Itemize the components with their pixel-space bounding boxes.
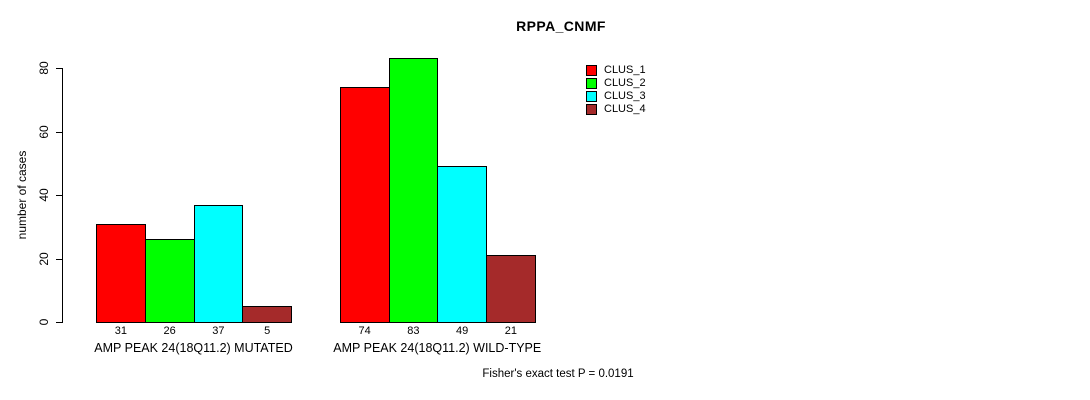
x-axis-group-label: AMP PEAK 24(18Q11.2) WILD-TYPE [333, 341, 542, 355]
bar-clus_3-group2 [437, 166, 487, 323]
bar-value-label: 21 [504, 325, 517, 337]
y-axis-tick-label: 40 [37, 188, 51, 202]
chart-title: RPPA_CNMF [516, 18, 606, 34]
bar-value-label: 83 [407, 325, 420, 337]
bar-clus_1-group2 [339, 87, 390, 323]
bar-value-label: 49 [456, 325, 469, 337]
y-axis-tick-label: 60 [37, 124, 51, 139]
y-axis-tick [56, 258, 62, 260]
legend-swatch-clus_2 [586, 78, 597, 89]
y-axis-tick-label: 0 [37, 318, 51, 326]
bar-clus_2-group1 [144, 239, 195, 323]
bar-clus_4-group1 [242, 306, 292, 323]
y-axis-line [62, 68, 63, 323]
bar-clus_1-group1 [96, 223, 146, 323]
legend-item-clus_4: CLUS_4 [586, 104, 646, 115]
y-axis-tick [56, 68, 62, 69]
bar-clus_3-group1 [193, 204, 244, 323]
bar-value-label: 37 [212, 325, 225, 337]
fisher-test-annotation: Fisher's exact test P = 0.0191 [482, 368, 634, 380]
legend-label: CLUS_3 [604, 90, 646, 102]
legend-label: CLUS_4 [604, 103, 646, 115]
legend-item-clus_3: CLUS_3 [586, 91, 646, 102]
bar-clus_4-group2 [486, 255, 536, 323]
legend: CLUS_1 CLUS_2 CLUS_3 CLUS_4 [586, 65, 646, 115]
y-axis-tick-label: 80 [37, 61, 51, 75]
y-axis-tick [56, 195, 62, 196]
y-axis-tick [56, 322, 62, 323]
bar-value-label: 31 [114, 325, 127, 337]
legend-label: CLUS_2 [604, 77, 646, 89]
x-axis-group-label: AMP PEAK 24(18Q11.2) MUTATED [94, 341, 293, 355]
legend-swatch-clus_3 [586, 91, 597, 102]
legend-swatch-clus_4 [586, 104, 597, 115]
legend-item-clus_2: CLUS_2 [586, 78, 646, 89]
bar-value-label: 5 [264, 325, 271, 337]
y-axis-tick-label: 20 [37, 251, 51, 266]
legend-label: CLUS_1 [604, 64, 646, 76]
legend-swatch-clus_1 [586, 65, 597, 76]
bar-value-label: 74 [358, 325, 371, 337]
bar-value-label: 26 [163, 325, 176, 337]
y-axis-title: number of cases [15, 150, 29, 240]
legend-item-clus_1: CLUS_1 [586, 65, 646, 76]
bar-clus_2-group2 [388, 58, 439, 323]
y-axis-tick [56, 131, 62, 133]
